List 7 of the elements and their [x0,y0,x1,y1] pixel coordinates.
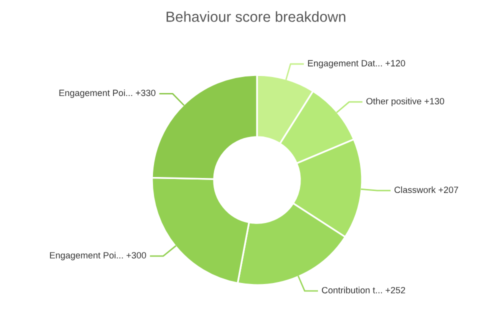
slice-label: Contribution t... +252 [322,286,406,294]
chart-title: Behaviour score breakdown [166,11,346,22]
slice-label: Other positive +130 [366,98,444,106]
slice-label: Engagement Dat... +120 [308,60,406,68]
slice-label: Engagement Poi... +330 [59,89,156,98]
slice-label: Classwork +207 [394,186,458,194]
slice-label: Engagement Poi... +300 [50,252,146,260]
